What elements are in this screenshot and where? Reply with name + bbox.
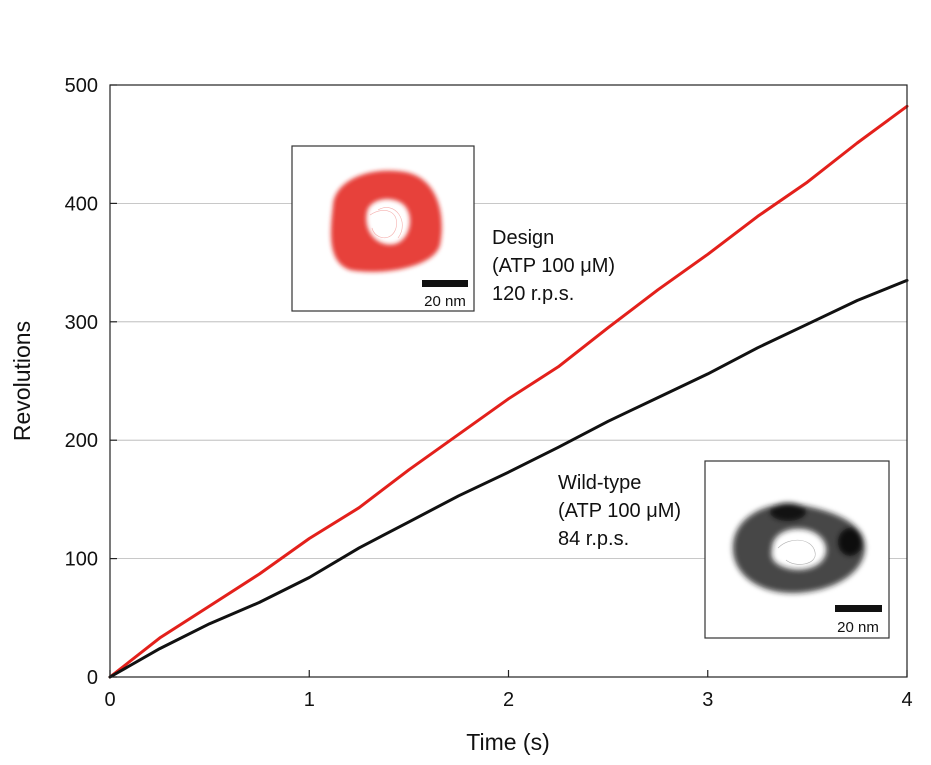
y-tick-label: 500 [65, 75, 98, 97]
y-tick-label: 0 [87, 667, 98, 689]
y-tick-label: 200 [65, 430, 98, 452]
wild-type-annotation-name: Wild-type [558, 472, 641, 494]
y-tick-label: 100 [65, 549, 98, 571]
design-trajectory-pattern [330, 170, 442, 272]
wild-type-scale-bar [835, 605, 882, 612]
series-layer [108, 104, 909, 679]
design-annotation-rate: 120 r.p.s. [492, 283, 574, 305]
design-annotation: Design (ATP 100 μM) 120 r.p.s. [492, 227, 621, 305]
x-tick-label: 4 [901, 689, 912, 711]
design-annotation-name: Design [492, 227, 554, 249]
design-trajectory-trace [377, 207, 403, 239]
wild-type-dense-spot [770, 503, 806, 521]
wild-type-trajectory-ring [732, 504, 866, 594]
y-tick-label: 400 [65, 193, 98, 215]
y-axis: 0 100 200 300 400 500 [65, 75, 117, 689]
wild-type-series-line [108, 278, 909, 679]
wild-type-annotation: Wild-type (ATP 100 μM) 84 r.p.s. [558, 472, 687, 550]
x-tick-label: 2 [503, 689, 514, 711]
x-tick-label: 3 [702, 689, 713, 711]
wild-type-scale-label: 20 nm [837, 619, 879, 636]
plot-frame [109, 84, 908, 678]
x-axis: 0 1 2 3 4 [104, 670, 913, 711]
wild-type-annotation-rate: 84 r.p.s. [558, 528, 629, 550]
design-scale-label: 20 nm [424, 293, 466, 310]
y-axis-title: Revolutions [9, 321, 35, 441]
design-annotation-condition: (ATP 100 μM) [492, 255, 615, 277]
design-trajectory-inset: 20 nm [291, 145, 475, 312]
wild-type-trajectory-pattern [732, 503, 866, 594]
x-axis-title: Time (s) [466, 729, 549, 755]
wild-type-annotation-condition: (ATP 100 μM) [558, 500, 681, 522]
wild-type-trajectory-inset: 20 nm [704, 460, 890, 639]
design-scale-bar [422, 280, 468, 287]
wild-type-dense-spot [838, 528, 862, 556]
y-tick-label: 300 [65, 312, 98, 334]
x-tick-label: 0 [104, 689, 115, 711]
x-tick-label: 1 [304, 689, 315, 711]
design-series-line [108, 104, 909, 679]
design-trajectory-ring [330, 170, 442, 272]
